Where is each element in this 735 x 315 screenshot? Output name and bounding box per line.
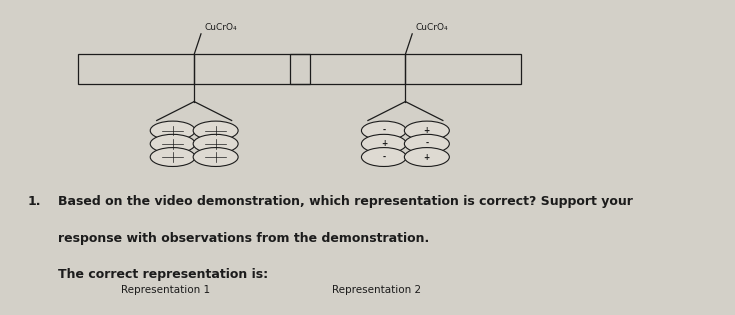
Ellipse shape: [362, 134, 406, 153]
Text: Representation 1: Representation 1: [121, 284, 209, 295]
Ellipse shape: [362, 121, 406, 140]
Ellipse shape: [193, 121, 238, 140]
Text: Representation 2: Representation 2: [332, 284, 421, 295]
Text: -: -: [426, 139, 429, 148]
Text: +: +: [424, 152, 430, 162]
Ellipse shape: [362, 147, 406, 166]
Ellipse shape: [193, 134, 238, 153]
Ellipse shape: [404, 147, 449, 166]
Text: -: -: [382, 152, 385, 162]
Ellipse shape: [150, 121, 196, 140]
Bar: [406, 54, 521, 84]
Ellipse shape: [404, 134, 449, 153]
Text: response with observations from the demonstration.: response with observations from the demo…: [58, 232, 429, 244]
Bar: [79, 54, 194, 84]
Ellipse shape: [150, 134, 196, 153]
Text: +: +: [424, 126, 430, 135]
Ellipse shape: [404, 121, 449, 140]
Text: +: +: [381, 139, 387, 148]
Text: Based on the video demonstration, which representation is correct? Support your: Based on the video demonstration, which …: [58, 195, 633, 208]
Bar: [290, 54, 406, 84]
Text: 1.: 1.: [27, 195, 40, 208]
Text: CuCrO₄: CuCrO₄: [415, 23, 448, 32]
Text: -: -: [382, 126, 385, 135]
Text: The correct representation is:: The correct representation is:: [58, 268, 268, 281]
Text: CuCrO₄: CuCrO₄: [204, 23, 237, 32]
Ellipse shape: [150, 147, 196, 166]
Bar: [194, 54, 310, 84]
Ellipse shape: [193, 147, 238, 166]
